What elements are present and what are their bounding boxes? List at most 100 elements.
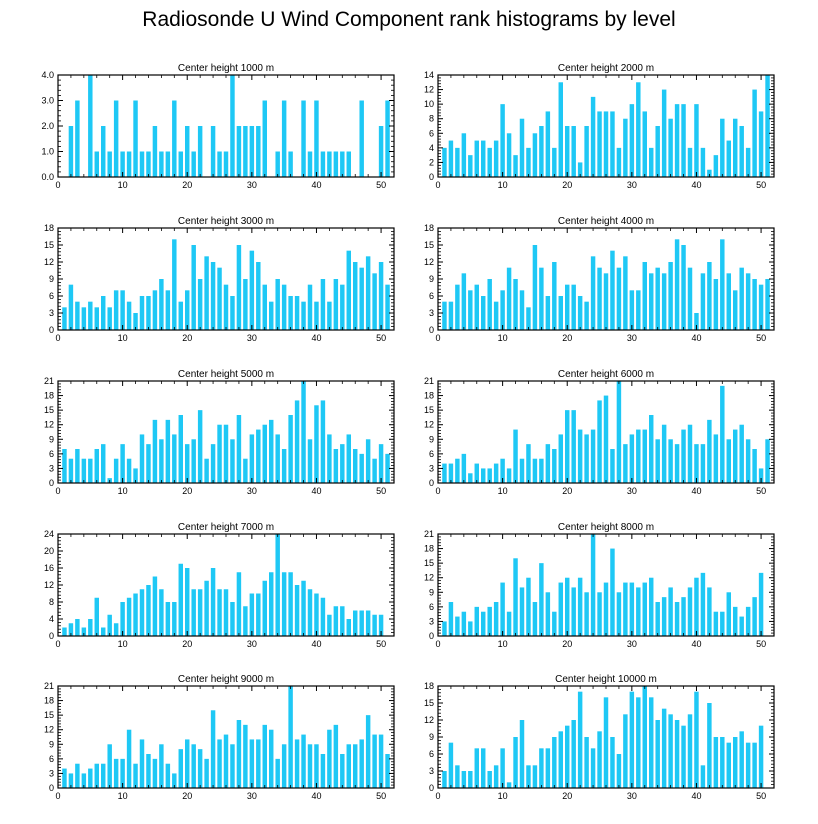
bar xyxy=(75,619,80,636)
bar xyxy=(558,82,563,177)
bar xyxy=(519,458,525,483)
bar xyxy=(223,589,229,636)
bar xyxy=(590,96,596,177)
bar xyxy=(223,151,229,177)
bar xyxy=(113,290,119,330)
bar xyxy=(68,126,74,177)
bar xyxy=(448,742,454,788)
bar xyxy=(152,576,158,636)
bar xyxy=(655,126,660,177)
bar xyxy=(448,301,454,330)
bar xyxy=(655,439,660,483)
y-tick-label: 15 xyxy=(44,240,54,250)
bar xyxy=(101,296,106,330)
bar xyxy=(165,290,171,330)
panel-title: Center height 9000 m xyxy=(178,674,274,685)
bar xyxy=(532,602,538,636)
bar xyxy=(294,585,300,636)
bar xyxy=(713,737,719,788)
bar xyxy=(152,758,158,788)
bar xyxy=(320,754,326,788)
bar xyxy=(487,606,492,636)
bar xyxy=(700,444,706,483)
bar xyxy=(487,468,492,483)
bar xyxy=(152,419,158,483)
bar xyxy=(178,151,183,177)
x-tick-label: 10 xyxy=(118,639,128,649)
bar xyxy=(172,773,177,788)
bar xyxy=(62,307,67,330)
bar xyxy=(230,75,235,177)
x-tick-label: 20 xyxy=(182,791,192,801)
bar xyxy=(493,602,499,636)
bar xyxy=(481,748,486,788)
bar xyxy=(765,439,770,483)
bar xyxy=(442,463,447,483)
y-tick-label: 21 xyxy=(44,376,54,386)
bar xyxy=(655,720,660,788)
bar xyxy=(642,582,647,636)
bar xyxy=(500,104,505,177)
bar xyxy=(629,691,635,788)
bar xyxy=(506,468,512,483)
bar xyxy=(249,250,255,330)
x-tick-label: 40 xyxy=(691,180,701,190)
bar xyxy=(468,473,473,483)
bar xyxy=(262,424,267,483)
bar xyxy=(314,301,319,330)
bar xyxy=(204,458,209,483)
bar xyxy=(571,587,576,636)
bar xyxy=(365,439,371,483)
bar xyxy=(178,749,183,788)
x-tick-label: 50 xyxy=(376,486,386,496)
bar xyxy=(571,720,576,788)
y-tick-label: 12 xyxy=(424,715,434,725)
y-tick-label: 9 xyxy=(429,732,434,742)
bar xyxy=(88,768,93,788)
bar xyxy=(146,444,151,483)
bar xyxy=(288,686,293,788)
bar xyxy=(694,444,699,483)
bar xyxy=(461,771,467,788)
bar xyxy=(532,133,538,177)
bar xyxy=(506,611,512,636)
bar xyxy=(210,444,216,483)
y-tick-label: 9 xyxy=(429,434,434,444)
bar xyxy=(204,580,209,636)
bar xyxy=(733,118,738,177)
bar xyxy=(139,589,145,636)
bar xyxy=(649,273,654,330)
panel-title: Center height 10000 m xyxy=(555,674,657,685)
bar xyxy=(126,151,132,177)
bar xyxy=(720,118,725,177)
bar xyxy=(565,284,570,330)
bar xyxy=(172,434,177,483)
bar xyxy=(262,580,267,636)
bar xyxy=(197,126,203,177)
bar xyxy=(107,307,112,330)
bar xyxy=(346,151,351,177)
bar xyxy=(623,444,628,483)
bar xyxy=(687,147,693,177)
bar xyxy=(500,458,505,483)
bar xyxy=(223,284,229,330)
y-tick-label: 8 xyxy=(49,597,54,607)
y-tick-label: 0.0 xyxy=(41,172,54,182)
bar xyxy=(249,434,255,483)
y-tick-label: 4.0 xyxy=(41,70,54,80)
bar xyxy=(636,290,641,330)
bar xyxy=(739,731,744,788)
bar xyxy=(269,419,274,483)
bar xyxy=(333,279,339,330)
bar xyxy=(442,771,447,788)
y-tick-label: 9 xyxy=(49,434,54,444)
bar xyxy=(62,768,67,788)
bar xyxy=(139,739,145,788)
bar xyxy=(733,606,738,636)
bar xyxy=(172,602,177,636)
bar xyxy=(159,279,164,330)
bar xyxy=(185,290,190,330)
bar xyxy=(481,140,486,177)
bar xyxy=(713,279,719,330)
bar xyxy=(681,725,686,788)
